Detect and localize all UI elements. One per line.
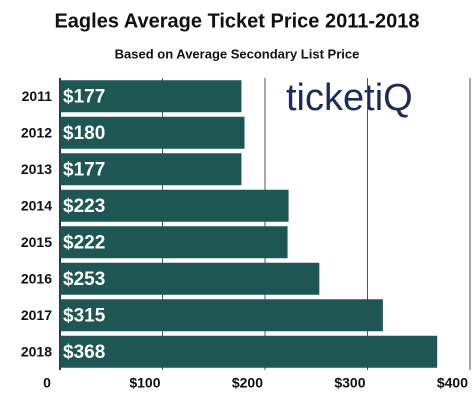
bar: [60, 116, 245, 149]
value-label: $177: [63, 86, 105, 107]
y-tick-label: 2013: [21, 161, 52, 177]
bar: [60, 153, 242, 186]
y-tick-label: 2012: [21, 124, 52, 140]
x-tick-label: $400: [437, 375, 468, 391]
value-label: $222: [63, 232, 105, 253]
y-tick-label: 2018: [21, 343, 52, 359]
x-tick-label: $200: [232, 375, 263, 391]
x-tick-label: $100: [129, 375, 160, 391]
value-label: $315: [63, 305, 106, 326]
y-tick-label: 2015: [21, 234, 52, 250]
y-tick-label: 2017: [21, 307, 52, 323]
value-label: $368: [63, 342, 105, 363]
x-tick-label: 0: [43, 375, 51, 391]
logo: ticketiQ: [286, 77, 413, 119]
y-tick-label: 2016: [21, 270, 52, 286]
bar: [60, 80, 242, 113]
bar: [60, 189, 289, 222]
bar: [60, 335, 438, 368]
y-tick-label: 2011: [22, 88, 53, 104]
x-tick-label: $300: [334, 375, 365, 391]
bar: [60, 226, 288, 259]
chart-title: Eagles Average Ticket Price 2011-2018: [54, 10, 419, 32]
value-label: $180: [63, 123, 105, 144]
value-label: $253: [63, 269, 105, 290]
value-label: $223: [63, 196, 105, 217]
bar: [60, 262, 320, 295]
y-tick-label: 2014: [21, 197, 52, 213]
bar: [60, 299, 383, 332]
chart-subtitle: Based on Average Secondary List Price: [115, 46, 360, 61]
value-label: $177: [63, 159, 105, 180]
